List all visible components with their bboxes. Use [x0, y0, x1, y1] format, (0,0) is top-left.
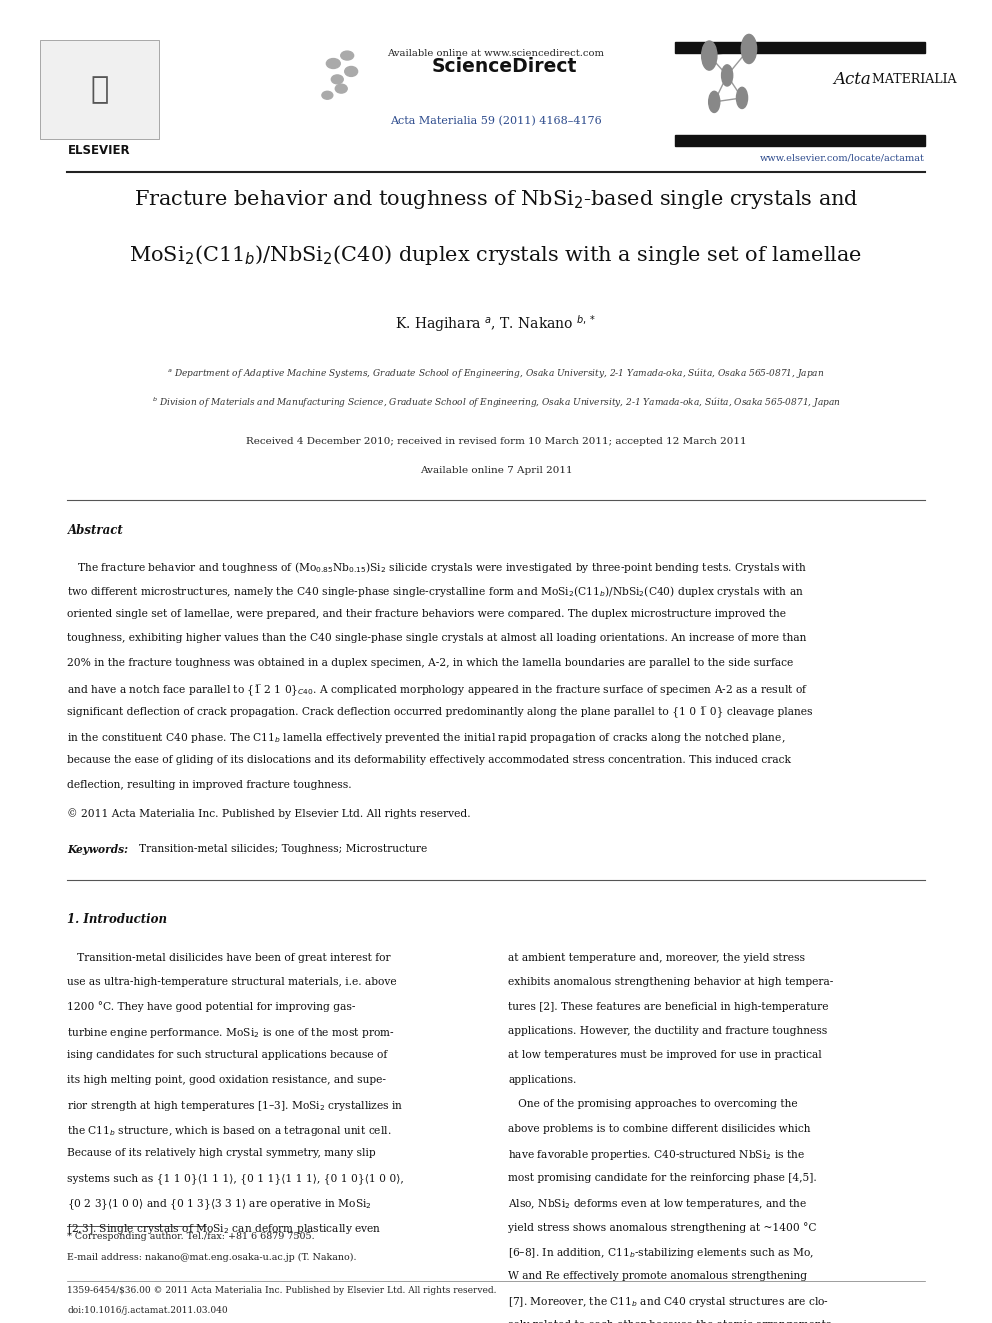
Text: W and Re effectively promote anomalous strengthening: W and Re effectively promote anomalous s…	[508, 1271, 807, 1281]
Text: exhibits anomalous strengthening behavior at high tempera-: exhibits anomalous strengthening behavio…	[508, 978, 833, 987]
Text: E-mail address: nakano@mat.eng.osaka-u.ac.jp (T. Nakano).: E-mail address: nakano@mat.eng.osaka-u.a…	[67, 1253, 357, 1262]
Text: MATERIALIA: MATERIALIA	[868, 73, 956, 86]
Text: because the ease of gliding of its dislocations and its deformability effectivel: because the ease of gliding of its dislo…	[67, 755, 792, 766]
Ellipse shape	[345, 66, 357, 77]
Text: in the constituent C40 phase. The C11$_b$ lamella effectively prevented the init: in the constituent C40 phase. The C11$_b…	[67, 732, 786, 745]
Ellipse shape	[340, 52, 353, 60]
Text: $^a$ Department of Adaptive Machine Systems, Graduate School of Engineering, Osa: $^a$ Department of Adaptive Machine Syst…	[168, 366, 824, 381]
Text: applications.: applications.	[508, 1076, 576, 1085]
Text: * Corresponding author. Tel./fax: +81 6 6879 7505.: * Corresponding author. Tel./fax: +81 6 …	[67, 1232, 315, 1241]
Text: most promising candidate for the reinforcing phase [4,5].: most promising candidate for the reinfor…	[508, 1174, 817, 1183]
Text: [2,3]. Single crystals of MoSi$_2$ can deform plastically even: [2,3]. Single crystals of MoSi$_2$ can d…	[67, 1222, 382, 1236]
Text: applications. However, the ductility and fracture toughness: applications. However, the ductility and…	[508, 1027, 827, 1036]
Text: Keywords:: Keywords:	[67, 844, 136, 855]
Text: Fracture behavior and toughness of NbSi$_2$-based single crystals and: Fracture behavior and toughness of NbSi$…	[134, 188, 858, 210]
Text: rior strength at high temperatures [1–3]. MoSi$_2$ crystallizes in: rior strength at high temperatures [1–3]…	[67, 1099, 404, 1114]
Ellipse shape	[708, 91, 720, 112]
Text: ELSEVIER: ELSEVIER	[67, 144, 131, 157]
Ellipse shape	[331, 75, 343, 83]
Text: the C11$_b$ structure, which is based on a tetragonal unit cell.: the C11$_b$ structure, which is based on…	[67, 1125, 392, 1138]
Ellipse shape	[326, 58, 340, 69]
Bar	[675, 42, 925, 53]
Text: yield stress shows anomalous strengthening at ~1400 °C: yield stress shows anomalous strengtheni…	[508, 1222, 816, 1233]
Text: tures [2]. These features are beneficial in high-temperature: tures [2]. These features are beneficial…	[508, 1002, 829, 1012]
Text: One of the promising approaches to overcoming the: One of the promising approaches to overc…	[508, 1099, 798, 1110]
Text: ScienceDirect: ScienceDirect	[432, 57, 577, 75]
Text: sely related to each other because the atomic arrangements: sely related to each other because the a…	[508, 1320, 831, 1323]
Text: 1359-6454/$36.00 © 2011 Acta Materialia Inc. Published by Elsevier Ltd. All righ: 1359-6454/$36.00 © 2011 Acta Materialia …	[67, 1286, 497, 1295]
Text: turbine engine performance. MoSi$_2$ is one of the most prom-: turbine engine performance. MoSi$_2$ is …	[67, 1027, 395, 1040]
Text: 1200 °C. They have good potential for improving gas-: 1200 °C. They have good potential for im…	[67, 1002, 356, 1012]
Text: The fracture behavior and toughness of (Mo$_{0.85}$Nb$_{0.15}$)Si$_2$ silicide c: The fracture behavior and toughness of (…	[67, 560, 807, 574]
Text: Available online 7 April 2011: Available online 7 April 2011	[420, 466, 572, 475]
Text: ising candidates for such structural applications because of: ising candidates for such structural app…	[67, 1050, 388, 1061]
Text: and have a notch face parallel to {1̅ 2 1 0}$_{C40}$. A complicated morphology a: and have a notch face parallel to {1̅ 2 …	[67, 683, 808, 697]
Text: K. Hagihara $^a$, T. Nakano $^{b,*}$: K. Hagihara $^a$, T. Nakano $^{b,*}$	[396, 314, 596, 335]
Ellipse shape	[721, 65, 733, 86]
Text: systems such as {1 1 0}⟨1 1 1⟩, {0 1 1}⟨1 1 1⟩, {0 1 0}⟨1 0 0⟩,: systems such as {1 1 0}⟨1 1 1⟩, {0 1 1}⟨…	[67, 1174, 404, 1184]
FancyBboxPatch shape	[40, 40, 159, 139]
Text: above problems is to combine different disilicides which: above problems is to combine different d…	[508, 1125, 810, 1134]
Text: doi:10.1016/j.actamat.2011.03.040: doi:10.1016/j.actamat.2011.03.040	[67, 1306, 228, 1315]
Text: Because of its relatively high crystal symmetry, many slip: Because of its relatively high crystal s…	[67, 1148, 376, 1159]
Text: at low temperatures must be improved for use in practical: at low temperatures must be improved for…	[508, 1050, 822, 1061]
Text: Acta: Acta	[833, 71, 871, 87]
Ellipse shape	[321, 91, 333, 99]
Text: significant deflection of crack propagation. Crack deflection occurred predomina: significant deflection of crack propagat…	[67, 706, 813, 718]
Text: toughness, exhibiting higher values than the C40 single-phase single crystals at: toughness, exhibiting higher values than…	[67, 634, 806, 643]
Text: at ambient temperature and, moreover, the yield stress: at ambient temperature and, moreover, th…	[508, 953, 806, 963]
Text: {0 2 3}⟨1 0 0⟩ and {0 1 3}⟨3 3 1⟩ are operative in MoSi$_2$: {0 2 3}⟨1 0 0⟩ and {0 1 3}⟨3 3 1⟩ are op…	[67, 1197, 372, 1212]
Text: Transition-metal disilicides have been of great interest for: Transition-metal disilicides have been o…	[67, 953, 391, 963]
Text: 1. Introduction: 1. Introduction	[67, 913, 168, 926]
Text: Transition-metal silicides; Toughness; Microstructure: Transition-metal silicides; Toughness; M…	[139, 844, 428, 855]
Text: 🌳: 🌳	[90, 75, 108, 103]
Text: 20% in the fracture toughness was obtained in a duplex specimen, A-2, in which t: 20% in the fracture toughness was obtain…	[67, 658, 794, 668]
Ellipse shape	[701, 41, 717, 70]
Text: use as ultra-high-temperature structural materials, i.e. above: use as ultra-high-temperature structural…	[67, 978, 397, 987]
Bar	[675, 135, 925, 146]
Text: [7]. Moreover, the C11$_b$ and C40 crystal structures are clo-: [7]. Moreover, the C11$_b$ and C40 cryst…	[508, 1295, 829, 1310]
Text: Abstract: Abstract	[67, 524, 123, 537]
Text: [6–8]. In addition, C11$_b$-stabilizing elements such as Mo,: [6–8]. In addition, C11$_b$-stabilizing …	[508, 1246, 814, 1261]
Ellipse shape	[736, 87, 748, 108]
Text: Acta Materialia 59 (2011) 4168–4176: Acta Materialia 59 (2011) 4168–4176	[390, 116, 602, 127]
Text: MoSi$_2$(C11$_b$)/NbSi$_2$(C40) duplex crystals with a single set of lamellae: MoSi$_2$(C11$_b$)/NbSi$_2$(C40) duplex c…	[130, 243, 862, 267]
Text: © 2011 Acta Materialia Inc. Published by Elsevier Ltd. All rights reserved.: © 2011 Acta Materialia Inc. Published by…	[67, 808, 471, 819]
Text: deflection, resulting in improved fracture toughness.: deflection, resulting in improved fractu…	[67, 781, 352, 790]
Text: have favorable properties. C40-structured NbSi$_2$ is the: have favorable properties. C40-structure…	[508, 1148, 806, 1163]
Text: Also, NbSi$_2$ deforms even at low temperatures, and the: Also, NbSi$_2$ deforms even at low tempe…	[508, 1197, 807, 1212]
Text: Received 4 December 2010; received in revised form 10 March 2011; accepted 12 Ma: Received 4 December 2010; received in re…	[246, 437, 746, 446]
Ellipse shape	[335, 85, 347, 93]
Text: $^b$ Division of Materials and Manufacturing Science, Graduate School of Enginee: $^b$ Division of Materials and Manufactu…	[152, 396, 840, 410]
Ellipse shape	[741, 34, 757, 64]
Text: oriented single set of lamellae, were prepared, and their fracture behaviors wer: oriented single set of lamellae, were pr…	[67, 609, 787, 619]
Text: its high melting point, good oxidation resistance, and supe-: its high melting point, good oxidation r…	[67, 1076, 387, 1085]
Text: Available online at www.sciencedirect.com: Available online at www.sciencedirect.co…	[388, 49, 604, 58]
Text: www.elsevier.com/locate/actamat: www.elsevier.com/locate/actamat	[760, 153, 925, 163]
Text: two different microstructures, namely the C40 single-phase single-crystalline fo: two different microstructures, namely th…	[67, 585, 805, 599]
